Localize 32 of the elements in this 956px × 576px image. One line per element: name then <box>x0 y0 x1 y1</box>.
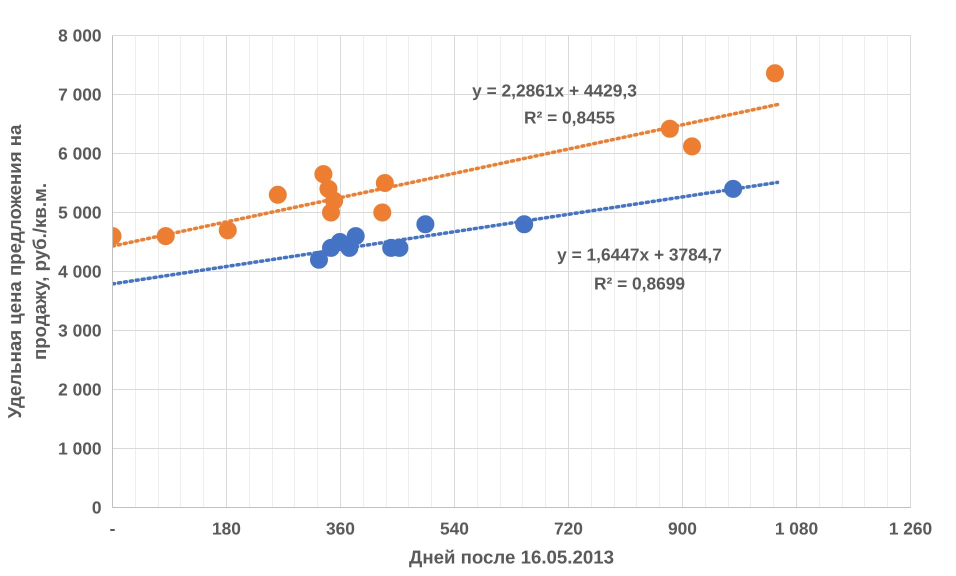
x-tick-label: 1 080 <box>774 518 818 538</box>
y-tick-label: 6 000 <box>58 144 102 164</box>
point <box>314 165 332 184</box>
point <box>683 137 701 156</box>
x-tick-label: 180 <box>212 518 241 538</box>
annotation: R² = 0,8699 <box>594 274 686 294</box>
y-tick-label: 5 000 <box>58 202 102 222</box>
x-tick-label: 360 <box>326 518 355 538</box>
annotation: y = 2,2861x + 4429,3 <box>472 80 638 100</box>
x-tick-label: 1 260 <box>888 518 932 538</box>
x-tick-label: 900 <box>668 518 697 538</box>
y-tick-label: 8 000 <box>58 26 102 46</box>
y-tick-label: 3 000 <box>58 320 102 340</box>
y-tick-label: 0 <box>92 498 102 518</box>
point <box>322 204 340 222</box>
y-tick-label: 2 000 <box>58 380 102 400</box>
point <box>373 204 392 222</box>
x-tick-label: 540 <box>440 518 469 538</box>
point <box>268 186 287 204</box>
x-tick-label: 720 <box>554 518 583 538</box>
y-tick-label: 1 000 <box>58 438 102 458</box>
x-axis-title: Дней после 16.05.2013 <box>409 546 614 568</box>
point <box>416 215 434 234</box>
y-tick-label: 4 000 <box>58 262 102 282</box>
y-axis-title: Удельная цена предложения на продажу, руб./кв.м. <box>4 124 50 418</box>
point <box>346 227 365 246</box>
x-tick-label: - <box>110 518 116 538</box>
point <box>218 221 237 240</box>
point <box>766 64 784 82</box>
y-tick-label: 7 000 <box>58 84 102 104</box>
annotation: y = 1,6447x + 3784,7 <box>557 244 722 264</box>
annotation: R² = 0,8455 <box>524 108 616 128</box>
